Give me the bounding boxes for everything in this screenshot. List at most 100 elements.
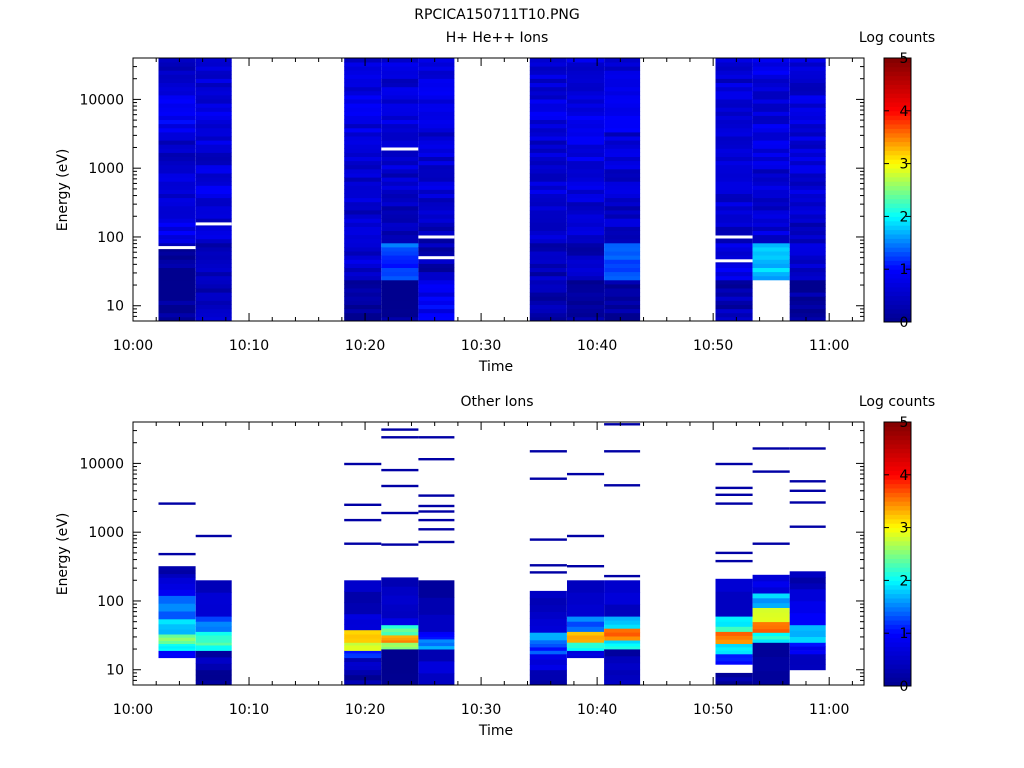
heatmap-cell — [715, 58, 753, 63]
colorbar-segment — [884, 141, 911, 147]
heatmap-cell — [604, 58, 641, 63]
heatmap-cell — [567, 127, 605, 133]
heatmap-cell — [789, 612, 826, 626]
heatmap-cell — [752, 621, 790, 626]
heatmap-cell — [158, 156, 196, 162]
colorbar-segment — [884, 216, 911, 222]
heatmap-cell — [715, 205, 753, 211]
y-tick-label: 10000 — [79, 456, 124, 472]
heatmap-cell — [418, 226, 455, 231]
heatmap-cell — [344, 132, 382, 137]
heatmap-cell — [604, 655, 641, 664]
heatmap-cell — [789, 247, 826, 252]
heatmap-cell — [752, 214, 790, 219]
heatmap-cell — [715, 263, 753, 268]
heatmap-cell — [789, 164, 826, 170]
heatmap-cell — [752, 78, 790, 83]
heatmap-cell — [381, 78, 419, 83]
heatmap-line — [604, 484, 641, 487]
heatmap-cell — [529, 148, 567, 153]
heatmap-cell — [604, 312, 641, 318]
heatmap-cell — [567, 604, 605, 617]
heatmap-cell — [604, 624, 641, 629]
x-tick-label: 10:10 — [229, 702, 269, 718]
heatmap-cell — [418, 580, 455, 598]
heatmap-cell — [529, 164, 567, 170]
heatmap-cell — [195, 58, 232, 63]
heatmap-cell — [418, 673, 455, 686]
heatmap-cell — [195, 296, 232, 301]
heatmap-cell — [344, 95, 382, 100]
heatmap-cell — [715, 631, 753, 636]
heatmap-cell — [529, 99, 567, 104]
colorbar-segment — [884, 194, 911, 200]
heatmap-cell — [567, 205, 605, 211]
heatmap-cell — [752, 635, 790, 640]
heatmap-cell — [567, 58, 605, 63]
heatmap-cell — [715, 288, 753, 293]
heatmap-cell — [604, 247, 641, 252]
heatmap-cell — [567, 123, 605, 129]
heatmap-cell — [195, 90, 232, 96]
colorbar-tick-label: 4 — [900, 104, 909, 120]
colorbar-segment — [884, 102, 911, 107]
heatmap-cell — [418, 62, 455, 67]
heatmap-cell — [344, 70, 382, 75]
x-axis-label: Time — [478, 359, 513, 375]
colorbar-segment — [884, 317, 911, 323]
heatmap-cell — [381, 595, 419, 605]
heatmap-cell — [381, 649, 419, 662]
heatmap-cell — [529, 156, 567, 162]
heatmap-cell — [195, 205, 232, 211]
heatmap-cell — [752, 275, 790, 281]
heatmap-cell — [344, 222, 382, 227]
heatmap-cell — [381, 66, 419, 71]
colorbar-segment — [884, 168, 911, 173]
heatmap-cell — [158, 271, 196, 277]
heatmap-cell — [381, 140, 419, 145]
heatmap-cell — [195, 103, 232, 108]
heatmap-line — [195, 534, 232, 538]
heatmap-line — [158, 552, 196, 556]
heatmap-cell — [195, 185, 232, 190]
colorbar-segment — [884, 110, 911, 116]
heatmap-cell — [789, 218, 826, 223]
heatmap-cell — [529, 152, 567, 157]
y-tick-label: 1000 — [88, 525, 124, 541]
heatmap-cell — [715, 164, 753, 170]
heatmap-cell — [344, 316, 382, 322]
axes: 10:00 10:10 10:20 10:30 10:40 10:50 11:00 10 100… — [79, 421, 865, 718]
heatmap-cell — [381, 95, 419, 100]
heatmap-cell — [567, 222, 605, 227]
heatmap-cell — [529, 653, 567, 660]
heatmap-cell — [567, 247, 605, 252]
heatmap-cell — [381, 639, 419, 643]
heatmap-cell — [604, 636, 641, 641]
heatmap-cell — [158, 623, 196, 630]
heatmap-cell — [344, 90, 382, 96]
heatmap-cell — [158, 152, 196, 157]
heatmap-cell — [158, 160, 196, 166]
heatmap-gap — [715, 235, 753, 239]
heatmap-cell — [604, 189, 641, 194]
heatmap-line — [418, 458, 455, 461]
heatmap-cell — [715, 316, 753, 322]
heatmap-cell — [752, 95, 790, 100]
heatmap-cell — [789, 193, 826, 199]
heatmap-cell — [604, 144, 641, 149]
colorbar-segment — [884, 562, 911, 568]
heatmap-cell — [158, 169, 196, 174]
heatmap-cell — [715, 222, 753, 227]
heatmap-cell — [195, 616, 232, 622]
colorbar-segment — [884, 664, 911, 669]
heatmap-cell — [752, 132, 790, 137]
heatmap-cell — [752, 140, 790, 145]
heatmap-cell — [604, 643, 641, 647]
heatmap-cell — [752, 62, 790, 67]
heatmap-cell — [604, 136, 641, 141]
colorbar-segment — [884, 576, 911, 581]
heatmap-cell — [752, 670, 790, 686]
heatmap-cell — [158, 300, 196, 305]
heatmap-cell — [381, 185, 419, 190]
